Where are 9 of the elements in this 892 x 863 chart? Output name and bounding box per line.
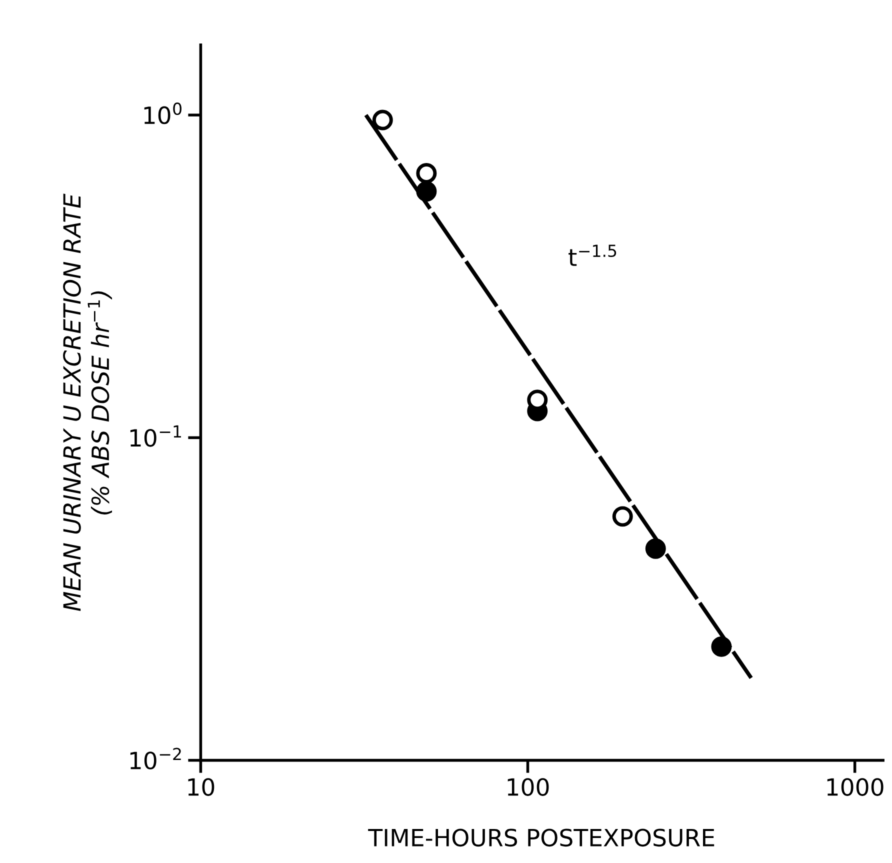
x-tick-label: 100 bbox=[508, 778, 549, 796]
y-axis-title: MEAN URINARY U EXCRETION RATE (% ABS DOSE hr$^{−1}$) bbox=[63, 194, 112, 611]
y-tick-label: 10$^{0}$ bbox=[144, 102, 182, 124]
y-tick-label: 10$^{−1}$ bbox=[130, 425, 181, 447]
y-tick-label: 10$^{−2}$ bbox=[130, 748, 181, 770]
annotation: t$^{−1.5}$ bbox=[568, 244, 616, 266]
x-tick-label: 10 bbox=[188, 778, 214, 796]
x-axis-title: TIME-HOURS POSTEXPOSURE bbox=[368, 828, 714, 847]
x-tick-label: 1000 bbox=[827, 778, 884, 796]
